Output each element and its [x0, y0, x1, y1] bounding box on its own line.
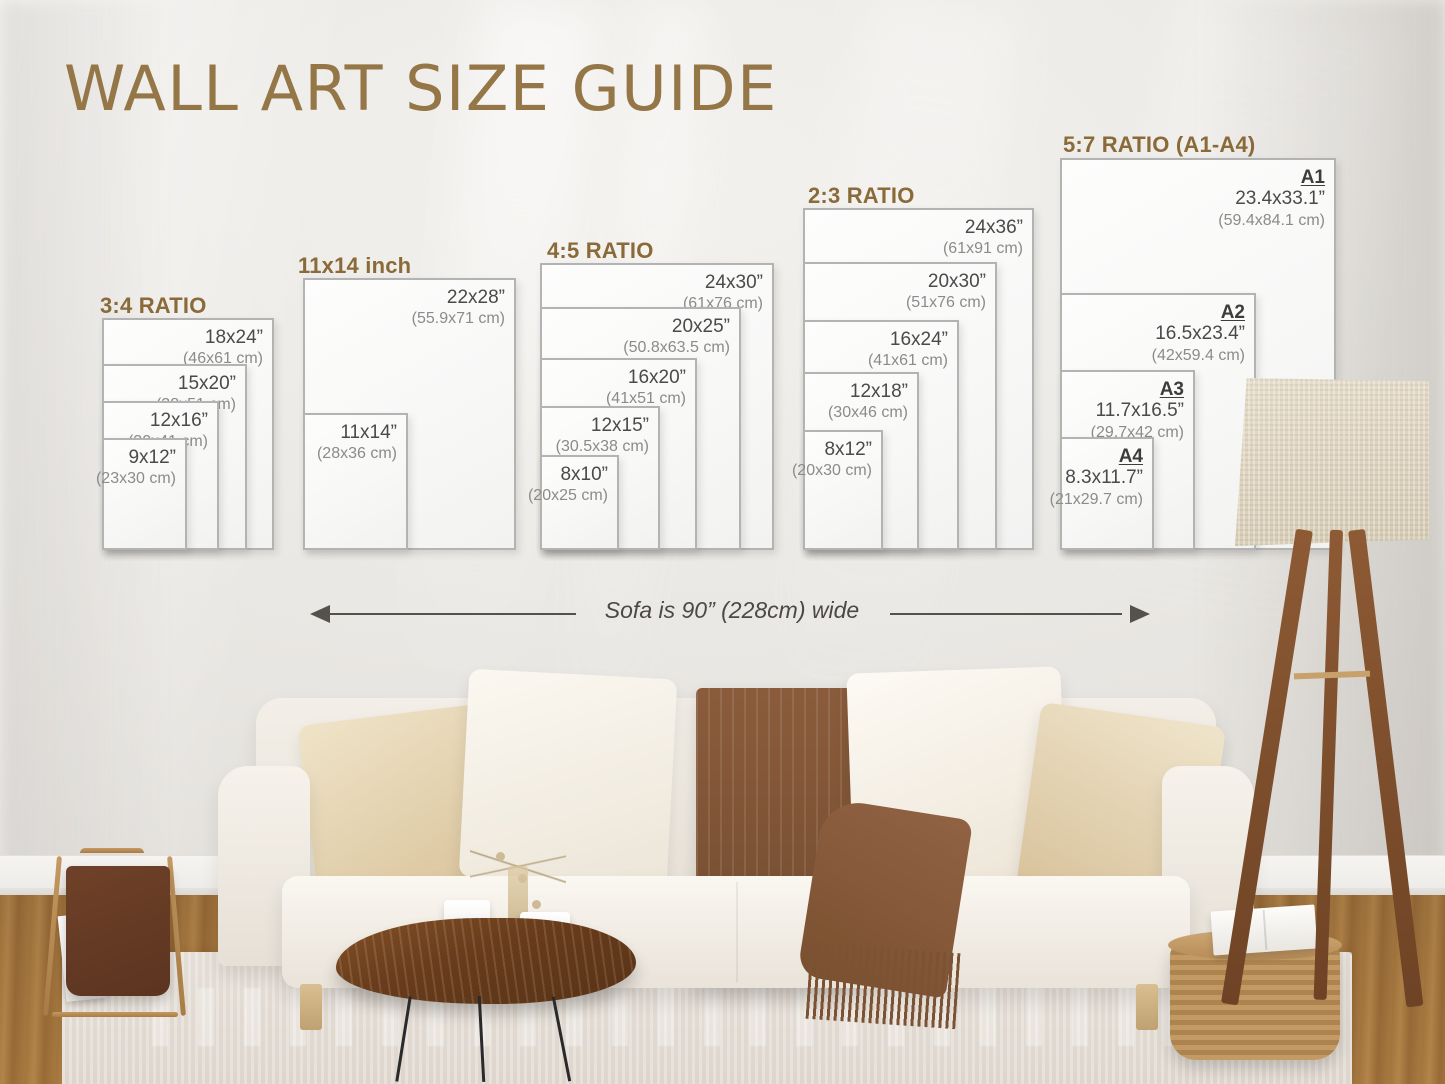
frame-8x12[interactable]: 8x12” (20x30 cm) — [792, 430, 883, 550]
frame-size-cm: (30x46 cm) — [827, 404, 908, 422]
sofa-width-measure: Sofa is 90” (228cm) wide — [310, 597, 1150, 631]
frame-size-cm: (21x29.7 cm) — [1049, 490, 1143, 508]
frame-size-cm: (51x76 cm) — [905, 294, 986, 312]
frame-label: 16x20” (41x51 cm) — [606, 367, 686, 408]
frame-label: 20x25” (50.8x63.5 cm) — [623, 316, 730, 357]
group-label-ratio-2-3: 2:3 RATIO — [808, 183, 915, 208]
rack-frame-bar — [52, 1012, 178, 1017]
measure-line-right — [890, 613, 1122, 615]
group-label-ratio-3-4: 3:4 RATIO — [100, 293, 207, 318]
frame-a4[interactable]: A4 8.3x11.7” (21x29.7 cm) — [1050, 437, 1154, 550]
rack-handle — [80, 848, 144, 853]
frame-size-inches: 16x20” — [627, 367, 686, 388]
rack-leather-panel — [66, 866, 170, 996]
measure-caption: Sofa is 90” (228cm) wide — [604, 597, 860, 623]
frame-size-cm: (59.4x84.1 cm) — [1218, 211, 1325, 229]
frame-8x10[interactable]: 8x10” (20x25 cm) — [528, 455, 619, 550]
frame-size-inches: 24x30” — [704, 272, 763, 293]
frame-9x12[interactable]: 9x12” (23x30 cm) — [96, 438, 187, 550]
frame-size-cm: (28x36 cm) — [316, 445, 397, 463]
table-leg — [477, 995, 486, 1083]
wicker-stool — [1170, 940, 1340, 1060]
wood-grain — [336, 918, 636, 1004]
frame-size-inches: 16.5x23.4” — [1155, 323, 1245, 345]
frame-label: 22x28” (55.9x71 cm) — [412, 287, 505, 328]
frame-label: 16x24” (41x61 cm) — [868, 329, 948, 370]
frame-size-cm: (23x30 cm) — [95, 470, 176, 488]
frame-size-cm: (20x25 cm) — [527, 487, 608, 505]
frame-size-inches: 18x24” — [204, 327, 263, 348]
frame-size-inches: 12x16” — [149, 410, 208, 431]
frame-size-inches: 9x12” — [128, 447, 176, 468]
frame-size-inches: 8.3x11.7” — [1065, 467, 1143, 489]
frame-size-cm: (41x61 cm) — [867, 352, 948, 370]
table-leg — [551, 996, 572, 1082]
dried-bud — [532, 900, 541, 909]
measure-line-left — [328, 613, 576, 615]
frame-label: 8x12” (20x30 cm) — [792, 439, 872, 480]
table-hairpin-legs — [350, 995, 620, 1084]
frame-label: A1 23.4x33.1” (59.4x84.1 cm) — [1218, 167, 1325, 229]
frame-label: A2 16.5x23.4” (42x59.4 cm) — [1152, 302, 1245, 364]
frame-size-cm: (20x30 cm) — [791, 462, 872, 480]
frame-code: A3 — [1159, 379, 1184, 400]
group-label-ratio-4-5: 4:5 RATIO — [547, 238, 654, 263]
frame-label: 8x10” (20x25 cm) — [528, 464, 608, 505]
frame-size-cm: (61x91 cm) — [942, 240, 1023, 258]
magazine-rack — [43, 848, 196, 1018]
frame-size-cm: (30.5x38 cm) — [555, 438, 649, 456]
frame-label: A4 8.3x11.7” (21x29.7 cm) — [1050, 446, 1143, 508]
frame-label: 11x14” (28x36 cm) — [317, 422, 397, 463]
frame-label: 9x12” (23x30 cm) — [96, 447, 176, 488]
arrow-right-icon — [1130, 605, 1150, 623]
frame-size-inches: 23.4x33.1” — [1235, 188, 1325, 210]
frame-size-inches: 12x15” — [590, 415, 649, 436]
frame-label: 12x18” (30x46 cm) — [828, 381, 908, 422]
frame-label: 12x15” (30.5x38 cm) — [556, 415, 649, 456]
frame-size-cm: (29.7x42 cm) — [1090, 423, 1184, 441]
arrow-left-icon — [310, 605, 330, 623]
frame-11x14[interactable]: 11x14” (28x36 cm) — [303, 413, 408, 550]
frame-size-inches: 22x28” — [446, 287, 505, 308]
frame-size-inches: 12x18” — [849, 381, 908, 402]
frame-label: 20x30” (51x76 cm) — [906, 271, 986, 312]
frame-size-cm: (42x59.4 cm) — [1151, 346, 1245, 364]
group-label-ratio-5-7: 5:7 RATIO (A1-A4) — [1063, 132, 1256, 157]
frame-size-inches: 16x24” — [889, 329, 948, 350]
floor-lamp-shade — [1234, 378, 1429, 546]
frame-size-cm: (55.9x71 cm) — [411, 310, 505, 328]
dried-bud — [496, 852, 505, 861]
open-book — [1210, 904, 1318, 956]
frame-code: A4 — [1118, 446, 1143, 467]
table-leg — [395, 996, 412, 1082]
rug-pattern — [152, 988, 1212, 1046]
throw-blanket-fringe — [805, 942, 961, 1030]
frame-size-inches: 8x12” — [824, 439, 872, 460]
frame-size-cm: (50.8x63.5 cm) — [623, 339, 730, 357]
frame-size-inches: 11x14” — [340, 422, 397, 443]
frame-size-cm: (46x61 cm) — [182, 350, 263, 368]
page-title: WALL ART SIZE GUIDE — [64, 52, 778, 125]
frame-size-inches: 24x36” — [964, 217, 1023, 238]
frame-label: 24x36” (61x91 cm) — [943, 217, 1023, 258]
sofa-leg — [300, 984, 322, 1030]
frame-label: 18x24” (46x61 cm) — [183, 327, 263, 368]
frame-code: A1 — [1300, 167, 1325, 188]
frame-code: A2 — [1220, 302, 1245, 323]
group-label-inch-11-14: 11x14 inch — [298, 253, 412, 278]
frame-size-cm: (41x51 cm) — [605, 390, 686, 408]
frame-size-inches: 20x30” — [927, 271, 986, 292]
lamp-shade-texture — [1234, 378, 1429, 546]
frame-label: A3 11.7x16.5” (29.7x42 cm) — [1091, 379, 1184, 441]
frame-size-inches: 20x25” — [671, 316, 730, 337]
frame-size-inches: 8x10” — [560, 464, 608, 485]
frame-size-inches: 15x20” — [177, 373, 236, 394]
frame-size-inches: 11.7x16.5” — [1095, 400, 1184, 422]
sofa-leg — [1136, 984, 1158, 1030]
sofa — [196, 648, 1276, 1030]
live-edge-coffee-table — [336, 918, 636, 1004]
